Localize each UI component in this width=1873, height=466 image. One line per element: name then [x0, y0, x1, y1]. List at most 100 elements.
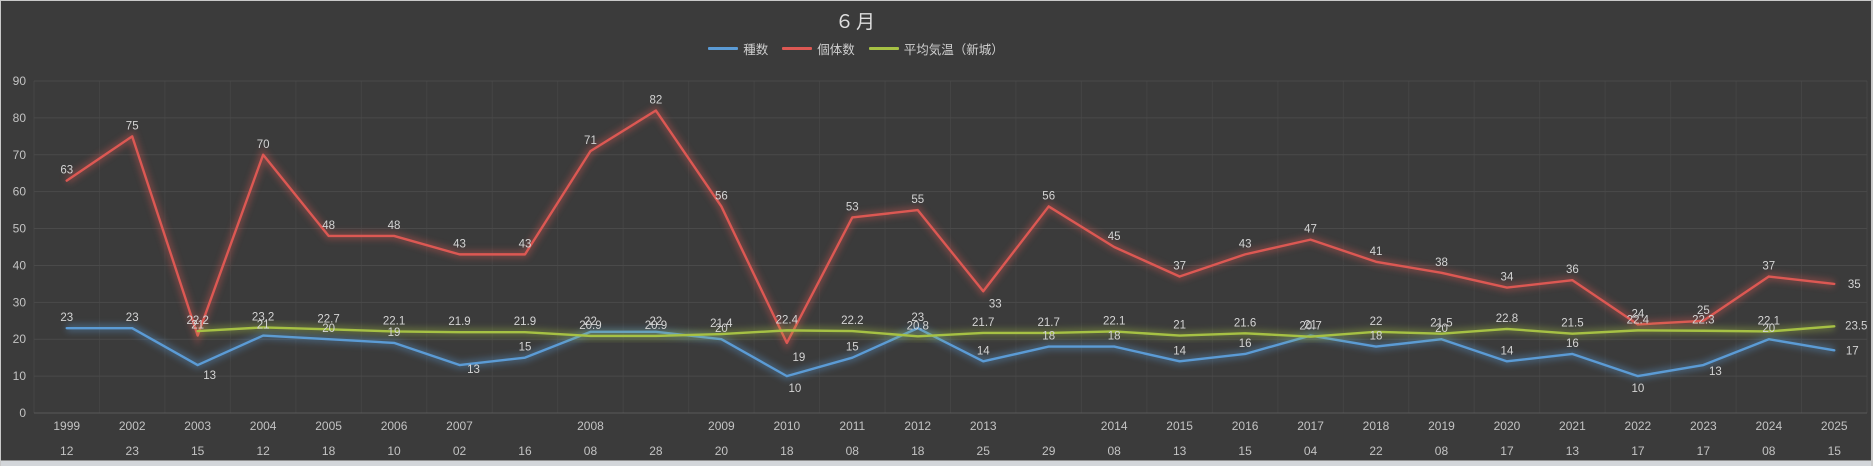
x-day-label: 20: [715, 444, 729, 458]
x-day-label: 17: [1631, 444, 1645, 458]
series-line-species: [65, 326, 1836, 378]
data-label-species: 14: [1173, 345, 1186, 357]
x-year-label: 1999: [53, 419, 80, 433]
x-year-label: 2025: [1821, 419, 1848, 433]
legend-swatch-icon: [708, 47, 739, 50]
x-year-label: 2013: [970, 419, 997, 433]
x-day-label: 15: [1238, 444, 1252, 458]
x-day-label: 15: [1828, 444, 1842, 458]
data-label-individuals: 43: [519, 238, 532, 250]
data-label-species: 19: [388, 327, 401, 339]
chart-title: ６月: [834, 12, 877, 33]
data-label-species: 18: [1108, 331, 1121, 343]
series-line-avg-temp: [196, 325, 1836, 338]
x-year-label: 2004: [250, 419, 277, 433]
data-label-avg-temp: 22: [1370, 316, 1383, 328]
data-label-species: 23: [911, 312, 924, 324]
data-label-species: 10: [1631, 383, 1644, 395]
x-day-label: 12: [60, 444, 74, 458]
y-tick-label: 0: [19, 406, 26, 420]
data-label-species: 22: [584, 316, 597, 328]
data-label-avg-temp: 23.5: [1845, 320, 1867, 332]
data-label-individuals: 36: [1566, 264, 1579, 276]
data-label-avg-temp: 21.9: [448, 316, 470, 328]
x-year-label: 2002: [119, 419, 146, 433]
legend-item-avg-temperature-shinshiro: 平均気温（新城）: [868, 39, 1004, 58]
data-label-avg-temp: 20.7: [1299, 321, 1321, 333]
x-day-label: 18: [780, 444, 794, 458]
data-label-individuals: 25: [1697, 305, 1710, 317]
data-label-species: 18: [1370, 331, 1383, 343]
x-day-label: 02: [453, 444, 467, 458]
data-label-avg-temp: 21: [1173, 320, 1186, 332]
y-tick-label: 70: [13, 148, 27, 162]
data-label-avg-temp: 21.5: [1561, 318, 1583, 330]
x-year-label: 2023: [1690, 419, 1717, 433]
data-label-species: 21: [1304, 320, 1317, 332]
data-label-individuals: 43: [1239, 238, 1252, 250]
data-label-species: 22: [650, 316, 663, 328]
data-label-avg-temp: 22.8: [1496, 313, 1518, 325]
legend-label: 個体数: [817, 43, 855, 57]
data-label-avg-temp: 20.9: [579, 320, 601, 332]
data-label-species: 16: [1566, 338, 1579, 350]
x-year-label: 2016: [1232, 419, 1259, 433]
data-label-avg-temp: 21.9: [514, 316, 536, 328]
y-tick-label: 30: [13, 295, 27, 309]
x-day-label: 08: [1762, 444, 1776, 458]
legend-item-individuals: 個体数: [782, 39, 855, 58]
x-day-label: 17: [1500, 444, 1514, 458]
data-label-individuals: 56: [715, 190, 728, 202]
x-year-label: 2018: [1363, 419, 1390, 433]
series-line-individuals: [65, 109, 1836, 345]
data-label-avg-temp: 22.1: [1758, 315, 1780, 327]
data-label-avg-temp: 21.6: [1234, 317, 1256, 329]
data-label-individuals: 75: [126, 120, 139, 132]
x-year-label: 2015: [1166, 419, 1193, 433]
data-label-avg-temp: 22.4: [776, 314, 799, 326]
x-day-label: 23: [126, 444, 140, 458]
data-label-avg-temp: 22.7: [317, 313, 339, 325]
x-year-label: 2011: [839, 419, 865, 433]
data-label-species: 14: [1501, 345, 1514, 357]
x-year-label: 2007: [446, 419, 473, 433]
data-label-individuals: 38: [1435, 257, 1448, 269]
data-label-species: 15: [519, 342, 532, 354]
x-day-label: 15: [191, 444, 205, 458]
data-label-individuals: 71: [584, 135, 597, 147]
x-day-label: 13: [1566, 444, 1580, 458]
x-day-label: 17: [1697, 444, 1711, 458]
data-label-individuals: 82: [650, 95, 663, 107]
data-label-avg-temp: 21.5: [1430, 318, 1452, 330]
legend-item-species: 種数: [708, 39, 768, 58]
x-year-label: 2019: [1428, 419, 1455, 433]
data-label-individuals: 33: [989, 298, 1002, 310]
data-label-species: 20: [715, 323, 728, 335]
y-tick-label: 40: [13, 258, 27, 272]
data-label-avg-temp: 20.8: [907, 320, 929, 332]
data-label-individuals: 37: [1173, 261, 1186, 273]
data-label-avg-temp: 21.4: [710, 318, 733, 330]
data-label-species: 13: [467, 364, 480, 376]
y-tick-label: 20: [13, 332, 27, 346]
x-year-label: 2020: [1494, 419, 1521, 433]
data-label-avg-temp: 22.1: [1103, 315, 1125, 327]
x-day-label: 18: [911, 444, 925, 458]
x-year-label: 2006: [381, 419, 408, 433]
y-tick-label: 50: [13, 222, 27, 236]
x-year-label: 2014: [1101, 419, 1128, 433]
data-label-individuals: 56: [1042, 190, 1055, 202]
y-tick-label: 80: [13, 111, 27, 125]
data-label-avg-temp: 20.9: [645, 320, 667, 332]
data-label-avg-temp: 22.2: [841, 315, 863, 327]
y-tick-label: 60: [13, 185, 27, 199]
x-day-label: 08: [584, 444, 598, 458]
data-label-species: 16: [1239, 338, 1252, 350]
x-year-label: 2008: [577, 419, 604, 433]
legend-label: 種数: [743, 43, 769, 57]
x-day-label: 08: [1435, 444, 1449, 458]
data-label-individuals: 63: [60, 165, 73, 177]
x-year-label: 2022: [1625, 419, 1652, 433]
